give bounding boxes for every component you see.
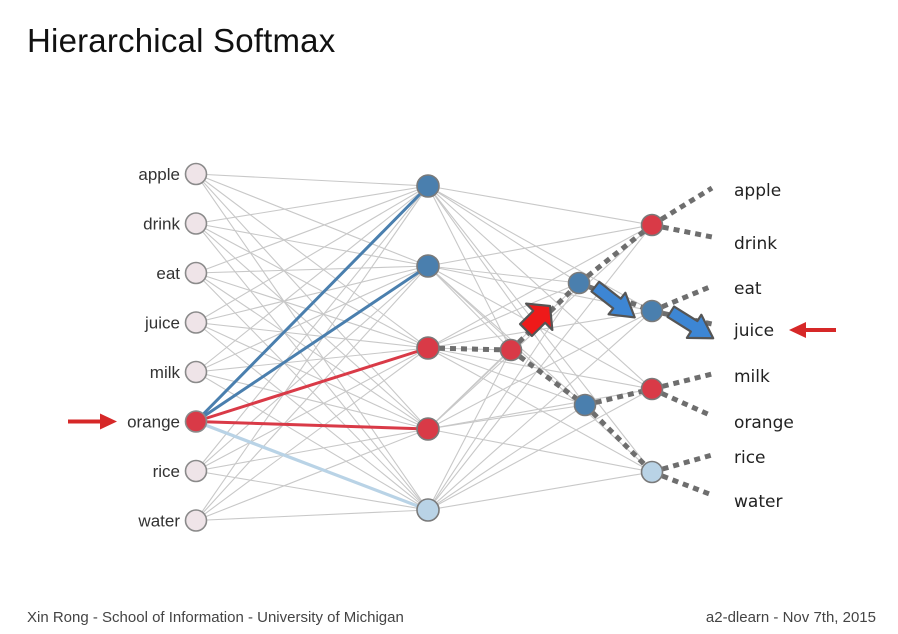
slide-title: Hierarchical Softmax [27,22,336,59]
output-word-label: apple [734,181,781,201]
target-arrow-icon [789,322,806,338]
tree-edge [584,386,653,408]
output-word-label: eat [734,279,762,299]
output-word-label: rice [734,448,766,468]
hidden-node [416,417,440,441]
edges-gray [195,173,653,522]
input-word-label: eat [156,264,180,283]
tree-leaf-parent-node [640,213,664,237]
path-arrow-blue-icon [590,280,636,319]
hidden-node [416,336,440,360]
footer-date: a2-dlearn - Nov 7th, 2015 [705,609,876,626]
selected-input-edge [194,419,430,512]
tree-edge [577,223,654,285]
input-word-label: drink [143,215,180,234]
output-word-label: drink [734,234,777,254]
tree-edge [578,280,653,314]
output-word-label: juice [733,321,774,341]
path-arrow-blue-icon [666,305,715,340]
arrows [68,280,836,430]
hidden-node [416,498,440,522]
selected-input-edge [194,420,430,431]
input-node [184,162,208,186]
input-word-label: juice [144,314,180,333]
input-node [184,459,208,483]
input-node [184,212,208,235]
nodes [184,162,664,532]
tree-edge [509,347,587,408]
input-node-selected [184,410,208,433]
tree-edge [583,403,654,474]
input-node [184,360,208,384]
labels: apple drink eat juice milk orange rice water app… [127,165,794,531]
footer-author: Xin Rong - School of Information - Unive… [27,609,404,626]
input-node [184,311,208,334]
selected-input-edge [194,184,430,423]
edges-colored [194,184,430,512]
output-word-label: water [734,492,782,512]
input-node [184,509,208,532]
path-arrow-red-icon [518,302,554,338]
tree-edge [650,185,714,228]
input-word-label: apple [138,165,180,184]
output-word-label: orange [734,413,794,433]
hidden-node [416,254,440,278]
input-word-label: orange [127,413,180,432]
input-word-label: milk [150,363,181,382]
tree-inner-node [573,393,597,417]
input-arrow-icon [100,413,117,430]
input-word-label: rice [153,462,180,481]
input-word-label: water [137,512,180,531]
tree-root-node [499,338,523,362]
output-word-label: milk [734,367,770,387]
selected-input-edge [194,346,430,423]
tree-inner-node [567,271,591,295]
hidden-node [416,174,440,198]
tree-leaf-parent-node [640,377,664,401]
selected-input-edge [194,264,430,423]
tree-edge [427,345,512,353]
tree-leaf-parent-node [640,299,664,323]
input-node [184,261,208,285]
tree-leaf-parent-node [640,460,664,484]
